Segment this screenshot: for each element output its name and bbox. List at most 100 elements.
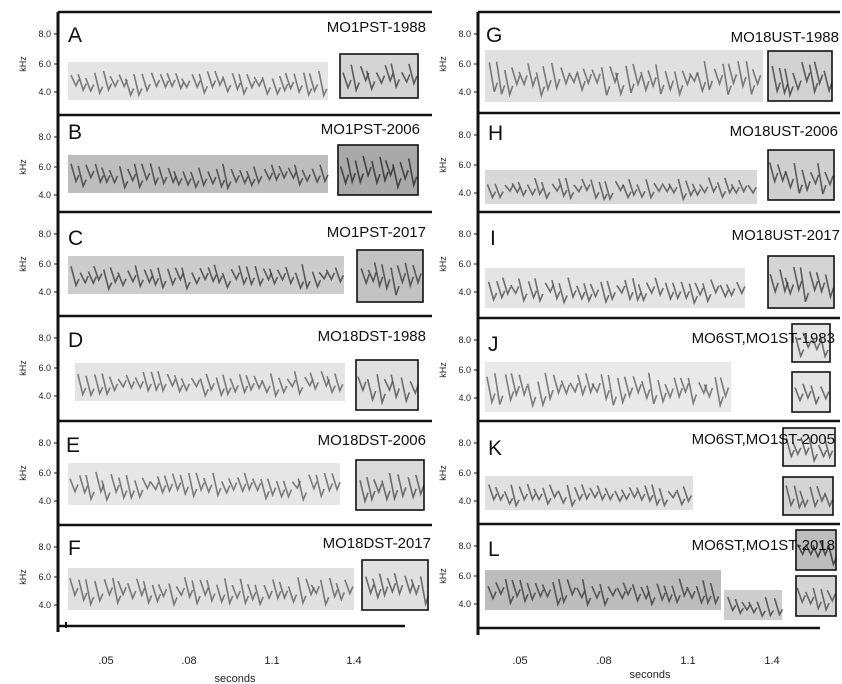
inset-frame bbox=[791, 371, 831, 413]
syllable-trace bbox=[308, 73, 319, 94]
y-tick-label: 6.0 bbox=[458, 468, 471, 478]
syllable-trace bbox=[346, 157, 356, 185]
syllable-trace bbox=[393, 573, 404, 597]
syllable-trace bbox=[661, 183, 671, 194]
inset-frame bbox=[782, 476, 834, 516]
syllable-trace bbox=[108, 169, 119, 185]
syllable-trace bbox=[357, 376, 367, 393]
syllable-trace bbox=[812, 544, 822, 559]
syllable-trace bbox=[824, 274, 835, 300]
syllable-trace bbox=[573, 486, 584, 502]
syllable-trace bbox=[263, 584, 273, 601]
syllable-trace bbox=[820, 386, 830, 401]
inset-spectrogram bbox=[361, 559, 430, 611]
y-tick-label: 8.0 bbox=[458, 335, 471, 345]
syllable-trace bbox=[191, 580, 201, 606]
syllable-trace bbox=[199, 267, 209, 282]
syllable-trace bbox=[568, 72, 578, 85]
inset-spectrogram bbox=[356, 249, 424, 303]
syllable-trace bbox=[311, 168, 321, 184]
x-tick-label: .08 bbox=[181, 655, 196, 667]
syllable-trace bbox=[503, 491, 514, 506]
syllable-trace bbox=[384, 160, 395, 178]
syllable-trace bbox=[140, 163, 151, 182]
syllable-trace bbox=[534, 177, 544, 197]
x-tick-label: 1.4 bbox=[764, 655, 779, 667]
syllable-trace bbox=[110, 473, 120, 495]
syllable-trace bbox=[504, 184, 514, 193]
syllable-trace bbox=[487, 281, 498, 303]
syllable-trace bbox=[804, 591, 815, 606]
syllable-trace bbox=[109, 267, 120, 285]
x-tick-label: 1.1 bbox=[680, 655, 695, 667]
inset-frame bbox=[795, 575, 837, 617]
y-tick-label: 8.0 bbox=[38, 542, 51, 552]
syllable-trace bbox=[117, 272, 127, 288]
syllable-trace bbox=[126, 168, 137, 183]
syllable-trace bbox=[551, 279, 561, 301]
syllable-trace bbox=[653, 182, 663, 193]
syllable-trace bbox=[710, 279, 720, 295]
syllable-trace bbox=[268, 268, 279, 286]
syllable-trace bbox=[756, 601, 766, 618]
syllable-trace bbox=[785, 485, 795, 508]
syllable-trace bbox=[540, 181, 551, 201]
syllable-trace bbox=[614, 180, 625, 193]
syllable-trace bbox=[367, 269, 377, 284]
x-tick-label: 1.4 bbox=[346, 655, 361, 667]
syllable-trace bbox=[792, 441, 802, 457]
y-tick-label: 4.0 bbox=[458, 87, 471, 97]
syllable-trace bbox=[769, 273, 779, 295]
syllable-trace bbox=[702, 282, 712, 304]
y-axis-label: kHz bbox=[18, 256, 28, 272]
syllable-trace bbox=[239, 169, 249, 186]
syllable-trace bbox=[251, 478, 262, 493]
syllable-trace bbox=[157, 583, 168, 599]
syllable-trace bbox=[673, 71, 684, 98]
spectrogram bbox=[485, 476, 693, 510]
syllable-trace bbox=[557, 490, 568, 505]
inset-spectrogram bbox=[791, 371, 831, 413]
syllable-trace bbox=[133, 163, 144, 190]
x-tick-label: .05 bbox=[512, 655, 527, 667]
syllable-trace bbox=[552, 374, 563, 396]
syllable-trace bbox=[94, 163, 105, 185]
syllable-trace bbox=[713, 68, 724, 87]
spectrogram bbox=[68, 155, 329, 193]
syllable-trace bbox=[773, 597, 784, 617]
syllable-trace bbox=[293, 73, 303, 95]
syllable-trace bbox=[823, 437, 834, 460]
syllable-trace bbox=[526, 483, 537, 502]
syllable-trace bbox=[239, 578, 250, 606]
syllable-trace bbox=[542, 66, 552, 93]
syllable-trace bbox=[686, 586, 696, 601]
syllable-trace bbox=[151, 584, 162, 604]
syllable-trace bbox=[811, 336, 821, 352]
syllable-trace bbox=[262, 268, 273, 282]
syllable-trace bbox=[677, 178, 688, 202]
syllable-trace bbox=[183, 577, 194, 600]
y-tick-label: 4.0 bbox=[38, 87, 51, 97]
syllable-trace bbox=[573, 184, 583, 194]
y-axis-label: kHz bbox=[18, 465, 28, 481]
syllable-trace bbox=[270, 164, 281, 182]
syllable-trace bbox=[69, 478, 79, 494]
syllable-trace bbox=[384, 64, 394, 84]
text-layer: 8.0 6.0 4.0 kHz 8.0 6.0 4.0 kHz 8.0 6.0 4.0 kHz 8.0 6… bbox=[18, 19, 840, 684]
syllable-trace bbox=[293, 164, 304, 188]
syllable-trace bbox=[558, 283, 568, 305]
syllable-trace bbox=[714, 377, 724, 409]
syllable-trace bbox=[227, 477, 238, 492]
syllable-trace bbox=[598, 181, 608, 202]
syllable-trace bbox=[142, 580, 153, 606]
syllable-trace bbox=[657, 379, 667, 405]
syllable-trace bbox=[496, 280, 506, 300]
syllable-trace bbox=[117, 378, 127, 389]
syllable-trace bbox=[567, 277, 577, 300]
syllable-trace bbox=[607, 374, 618, 406]
syllable-trace bbox=[69, 577, 79, 598]
panel-title: MO6ST,MO1ST-2018 bbox=[692, 537, 835, 554]
syllable-trace bbox=[632, 63, 642, 88]
syllable-trace bbox=[726, 596, 737, 613]
